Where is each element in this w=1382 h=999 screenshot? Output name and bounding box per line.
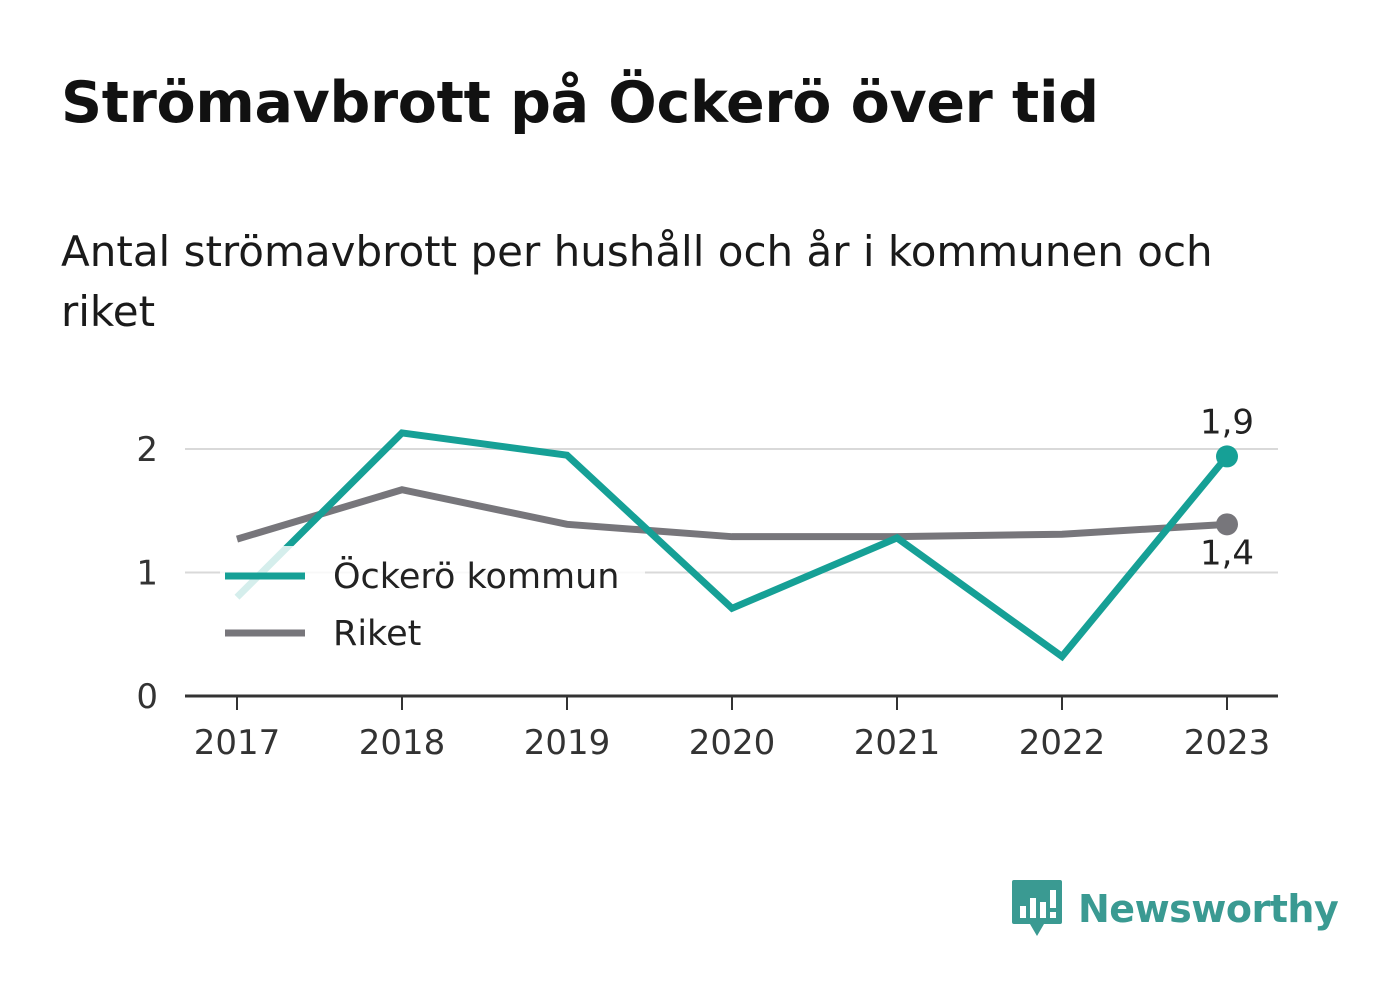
y-tick-label: 0	[136, 677, 158, 717]
x-tick-label: 2023	[1184, 723, 1271, 763]
series-line-kommun	[234, 429, 1230, 662]
bar-chart-speech-bubble-icon	[1012, 880, 1062, 936]
newsworthy-brand: Newsworthy	[1010, 878, 1339, 940]
x-tick-label: 2019	[524, 723, 611, 763]
end-value-label: 1,9	[1200, 402, 1254, 442]
end-marker	[1216, 445, 1238, 468]
chart-title: Strömavbrott på Öckerö över tid	[61, 70, 1099, 136]
x-tick-label: 2022	[1019, 723, 1106, 763]
series-lines	[234, 429, 1230, 662]
y-tick-label: 2	[136, 430, 158, 470]
x-tick-label: 2017	[194, 723, 281, 763]
brand-name: Newsworthy	[1078, 887, 1339, 931]
x-tick-label: 2018	[359, 723, 446, 763]
legend-background	[220, 546, 645, 656]
series-line-riket	[235, 486, 1228, 543]
x-tick-label: 2020	[689, 723, 776, 763]
x-axis: 2017 2018 2019 2020 2021 2022 2023	[185, 694, 1278, 763]
legend-label: Öckerö kommun	[333, 555, 620, 597]
y-tick-label: 1	[136, 554, 158, 594]
end-labels: 1,9 1,4	[1200, 402, 1254, 573]
y-axis-ticks: 0 1 2	[136, 430, 158, 717]
chart-subtitle: Antal strömavbrott per hushåll och år i …	[61, 227, 1213, 336]
x-tick-label: 2021	[854, 723, 941, 763]
legend-label: Riket	[333, 614, 421, 654]
end-value-label: 1,4	[1200, 533, 1254, 573]
end-marker	[1216, 513, 1238, 536]
legend: Öckerö kommun Riket	[220, 546, 645, 656]
